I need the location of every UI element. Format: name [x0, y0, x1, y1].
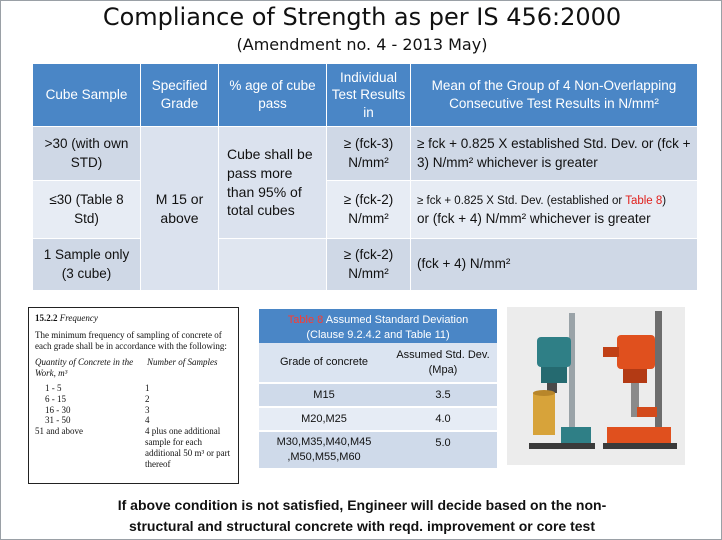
individual-test-cell: ≥ (fck-2) N/mm² — [326, 180, 411, 239]
mean-text-line2: or (fck + 4) N/mm² whichever is greater — [417, 210, 651, 226]
list-item: 31 - 50 4 — [45, 415, 150, 426]
cube-pass-cell: Cube shall be pass more than 95% of tota… — [218, 126, 327, 239]
deviation-header: Grade of concrete Assumed Std. Dev.(Mpa) — [259, 343, 497, 384]
deviation-col-grade: Grade of concrete — [259, 343, 389, 384]
deviation-caption-ref: (Clause 9.2.4.2 and Table 11) — [306, 328, 450, 341]
compliance-table-header: Cube Sample Specified Grade % age of cub… — [32, 63, 698, 127]
deviation-grade-cell: M15 — [259, 383, 389, 408]
excerpt-text: The minimum frequency of sampling of con… — [35, 329, 227, 351]
mean-group-cell: ≥ fck + 0.825 X established Std. Dev. or… — [410, 126, 698, 181]
slide-subtitle: (Amendment no. 4 - 2013 May) — [236, 35, 488, 54]
list-item: 6 - 15 2 — [45, 393, 150, 404]
table-row: >30 (with own STD) M 15 or above Cube sh… — [32, 126, 698, 291]
deviation-value-cell: 3.5 — [389, 383, 497, 408]
table-row: M15 3.5 — [259, 383, 497, 408]
frequency-excerpt: 15.2.2 Frequency The minimum frequency o… — [28, 307, 239, 484]
header-percent-cube-pass: % age of cube pass — [218, 63, 327, 127]
deviation-col-std: Assumed Std. Dev.(Mpa) — [389, 343, 497, 384]
header-specified-grade: Specified Grade — [140, 63, 219, 127]
deviation-table-caption: Table 8 Assumed Standard Deviation (Clau… — [259, 309, 497, 343]
header-individual-test: Individual Test Results in — [326, 63, 411, 127]
excerpt-col-samples: Number of Samples — [147, 357, 218, 368]
table-row: M30,M35,M40,M45 ,M50,M55,M60 5.0 — [259, 431, 497, 470]
deviation-value-cell: 5.0 — [389, 431, 497, 470]
deviation-table: Grade of concrete Assumed Std. Dev.(Mpa)… — [259, 343, 497, 470]
deviation-value-cell: 4.0 — [389, 407, 497, 432]
list-item: 16 - 30 3 — [45, 404, 150, 415]
excerpt-heading: 15.2.2 Frequency — [35, 313, 98, 323]
table-row: 1 Sample only (3 cube) ≥ (fck-2) N/mm² (… — [32, 238, 698, 291]
individual-test-cell: ≥ (fck-2) N/mm² — [326, 238, 411, 291]
footer-note: If above condition is not satisfied, Eng… — [1, 495, 722, 537]
cube-sample-cell: 1 Sample only (3 cube) — [32, 238, 141, 291]
mean-text: ≥ fck + 0.825 X Std. Dev. (established o… — [417, 195, 626, 208]
compliance-table: Cube Sample Specified Grade % age of cub… — [32, 63, 698, 291]
deviation-grade-cell: M30,M35,M40,M45 ,M50,M55,M60 — [259, 431, 389, 470]
mean-text-close: ) — [662, 195, 667, 208]
table-row: M20,M25 4.0 — [259, 407, 497, 432]
mean-group-cell: ≥ fck + 0.825 X Std. Dev. (established o… — [410, 180, 698, 239]
table8-label: Table 8 — [287, 314, 324, 326]
excerpt-col-quantity: Quantity of Concrete in the Work, m³ — [35, 357, 134, 379]
mean-group-cell: (fck + 4) N/mm² — [410, 238, 698, 291]
header-mean-group: Mean of the Group of 4 Non-Overlapping C… — [410, 63, 698, 127]
footer-line-2: structural and structural concrete with … — [129, 518, 595, 534]
cube-sample-cell: >30 (with own STD) — [32, 126, 141, 181]
cube-sample-cell: ≤30 (Table 8 Std) — [32, 180, 141, 239]
table-row: ≤30 (Table 8 Std) ≥ (fck-2) N/mm² ≥ fck … — [32, 180, 698, 239]
excerpt-columns: Quantity of Concrete in the Work, m³ Num… — [35, 357, 232, 379]
slide-title: Compliance of Strength as per IS 456:200… — [102, 3, 622, 31]
header-cube-sample: Cube Sample — [32, 63, 141, 127]
core-drill-image — [507, 307, 685, 465]
specified-grade-cell: M 15 or above — [140, 126, 219, 291]
cube-pass-cell-empty — [218, 238, 327, 291]
individual-test-cell: ≥ (fck-3) N/mm² — [326, 126, 411, 181]
deviation-caption-title: Assumed Standard Deviation — [325, 314, 469, 326]
deviation-grade-cell: M20,M25 — [259, 407, 389, 432]
core-drill-photo — [507, 307, 685, 465]
table8-reference: Table 8 — [625, 195, 663, 208]
footer-line-1: If above condition is not satisfied, Eng… — [117, 497, 607, 513]
list-item: 51 and above 4 plus one additional sample… — [35, 426, 231, 469]
